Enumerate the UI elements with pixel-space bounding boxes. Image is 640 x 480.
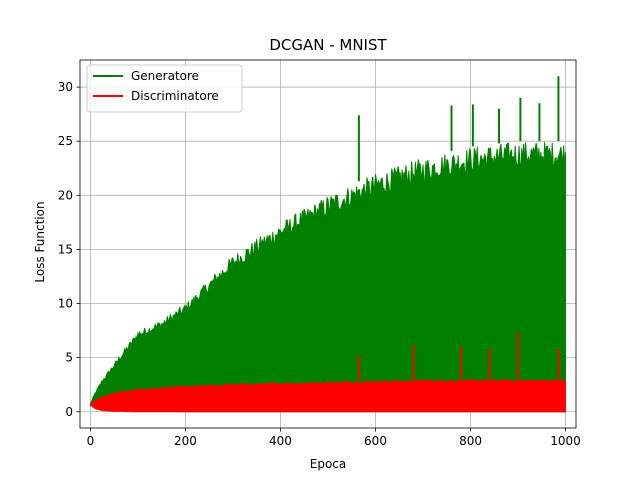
x-axis-label: Epoca bbox=[310, 457, 347, 471]
y-tick-label: 10 bbox=[58, 297, 73, 311]
y-tick-label: 15 bbox=[58, 242, 73, 256]
y-tick-label: 0 bbox=[65, 405, 73, 419]
legend: Generatore Discriminatore bbox=[86, 64, 243, 113]
y-tick-label: 5 bbox=[65, 351, 73, 365]
series-band bbox=[90, 142, 566, 413]
x-tick-label: 0 bbox=[87, 434, 95, 448]
series-generatore bbox=[90, 76, 566, 413]
series-discriminatore bbox=[90, 332, 566, 413]
series-band bbox=[90, 377, 566, 413]
y-axis-label: Loss Function bbox=[33, 201, 47, 282]
y-tick-label: 30 bbox=[58, 80, 73, 94]
y-tick-label: 20 bbox=[58, 188, 73, 202]
x-tick-label: 400 bbox=[269, 434, 292, 448]
legend-label: Discriminatore bbox=[131, 89, 219, 103]
legend-box bbox=[86, 64, 243, 113]
plot-frame bbox=[79, 59, 577, 429]
x-tick-label: 800 bbox=[459, 434, 482, 448]
chart-title: DCGAN - MNIST bbox=[269, 36, 387, 54]
x-tick-label: 200 bbox=[174, 434, 197, 448]
axis-ticks: 0 200 400 600 800 1000 0 5 10 15 20 25 30 bbox=[58, 80, 581, 448]
series-layer bbox=[90, 76, 566, 413]
x-tick-label: 600 bbox=[364, 434, 387, 448]
x-tick-label: 1000 bbox=[550, 434, 581, 448]
y-tick-label: 25 bbox=[58, 134, 73, 148]
legend-label: Generatore bbox=[131, 69, 199, 83]
